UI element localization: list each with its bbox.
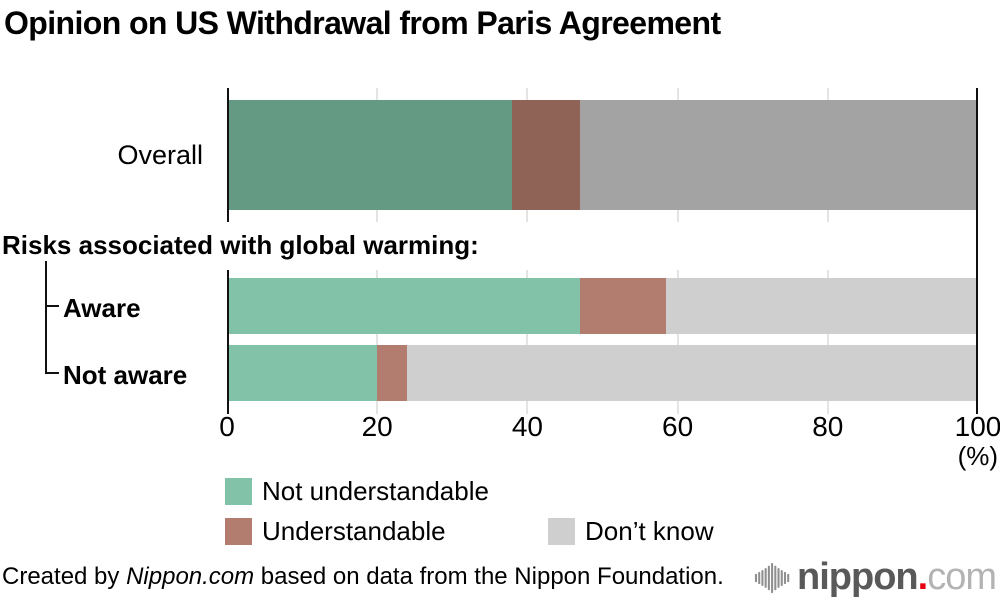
row-label-not-aware: Not aware	[63, 360, 188, 390]
legend-swatch-green	[225, 478, 252, 505]
bar-segment-understandable	[377, 345, 408, 401]
row-label-aware: Aware	[63, 293, 141, 323]
nippon-logo: nippon. com	[754, 556, 997, 599]
plot-section-overall	[227, 88, 978, 222]
gridline	[376, 270, 378, 414]
credit-text: based on data from the Nippon Foundation…	[254, 563, 724, 590]
bar-segment-not-understandable	[227, 100, 513, 210]
axis-unit-label: (%)	[957, 441, 998, 471]
bar-segment-don-t-know	[666, 278, 978, 334]
group-bracket-tick	[45, 305, 59, 307]
bar-segment-understandable	[579, 278, 667, 334]
legend-item-dont-know: Don’t know	[548, 516, 714, 547]
axis-line-0	[227, 270, 229, 414]
group-bracket-tick	[45, 372, 59, 374]
gridline	[526, 270, 528, 414]
x-axis: 0 20 40 60 80 100	[219, 411, 1000, 445]
chart-title: Opinion on US Withdrawal from Paris Agre…	[4, 5, 721, 41]
gridline-layer	[227, 270, 978, 414]
logo-wordmark: nippon. com	[797, 556, 997, 599]
bar-aware	[227, 278, 978, 334]
axis-tick-label: 20	[361, 411, 393, 442]
sound-wave-icon	[754, 560, 790, 596]
legend-label: Don’t know	[585, 516, 714, 546]
axis-line-100	[976, 88, 978, 414]
legend-swatch-gray	[548, 518, 575, 545]
legend-item-not-understandable: Not understandable	[225, 476, 489, 507]
source-credit: Created by Nippon.com based on data from…	[2, 563, 724, 591]
group-heading: Risks associated with global warming:	[2, 230, 485, 261]
legend-swatch-brown	[225, 518, 252, 545]
bar-segment-not-understandable	[227, 345, 378, 401]
legend-item-understandable: Understandable	[225, 516, 446, 547]
bar-overall	[227, 100, 978, 210]
gridline	[827, 270, 829, 414]
group-bracket-line	[45, 259, 47, 374]
logo-tld: com	[927, 556, 997, 598]
axis-tick-label: 80	[812, 411, 844, 442]
credit-text: Created by	[2, 563, 127, 590]
legend-label: Understandable	[262, 516, 446, 546]
plot-section-subgroups	[227, 270, 978, 414]
logo-name: nippon	[797, 556, 919, 598]
axis-tick-label: 60	[662, 411, 694, 442]
bar-segment-not-understandable	[227, 278, 580, 334]
axis-tick-label: 0	[219, 411, 235, 442]
legend-label: Not understandable	[262, 476, 489, 506]
axis-line-0	[227, 88, 229, 222]
bar-segment-don-t-know	[407, 345, 978, 401]
bar-not-aware	[227, 345, 978, 401]
bar-segment-understandable	[512, 100, 580, 210]
row-label-overall: Overall	[117, 140, 203, 170]
logo-dot: .	[917, 556, 929, 598]
bar-segment-don-t-know	[579, 100, 978, 210]
gridline	[677, 270, 679, 414]
axis-tick-label: 100	[954, 411, 1000, 442]
credit-brand: Nippon.com	[126, 563, 255, 590]
axis-tick-label: 40	[511, 411, 543, 442]
